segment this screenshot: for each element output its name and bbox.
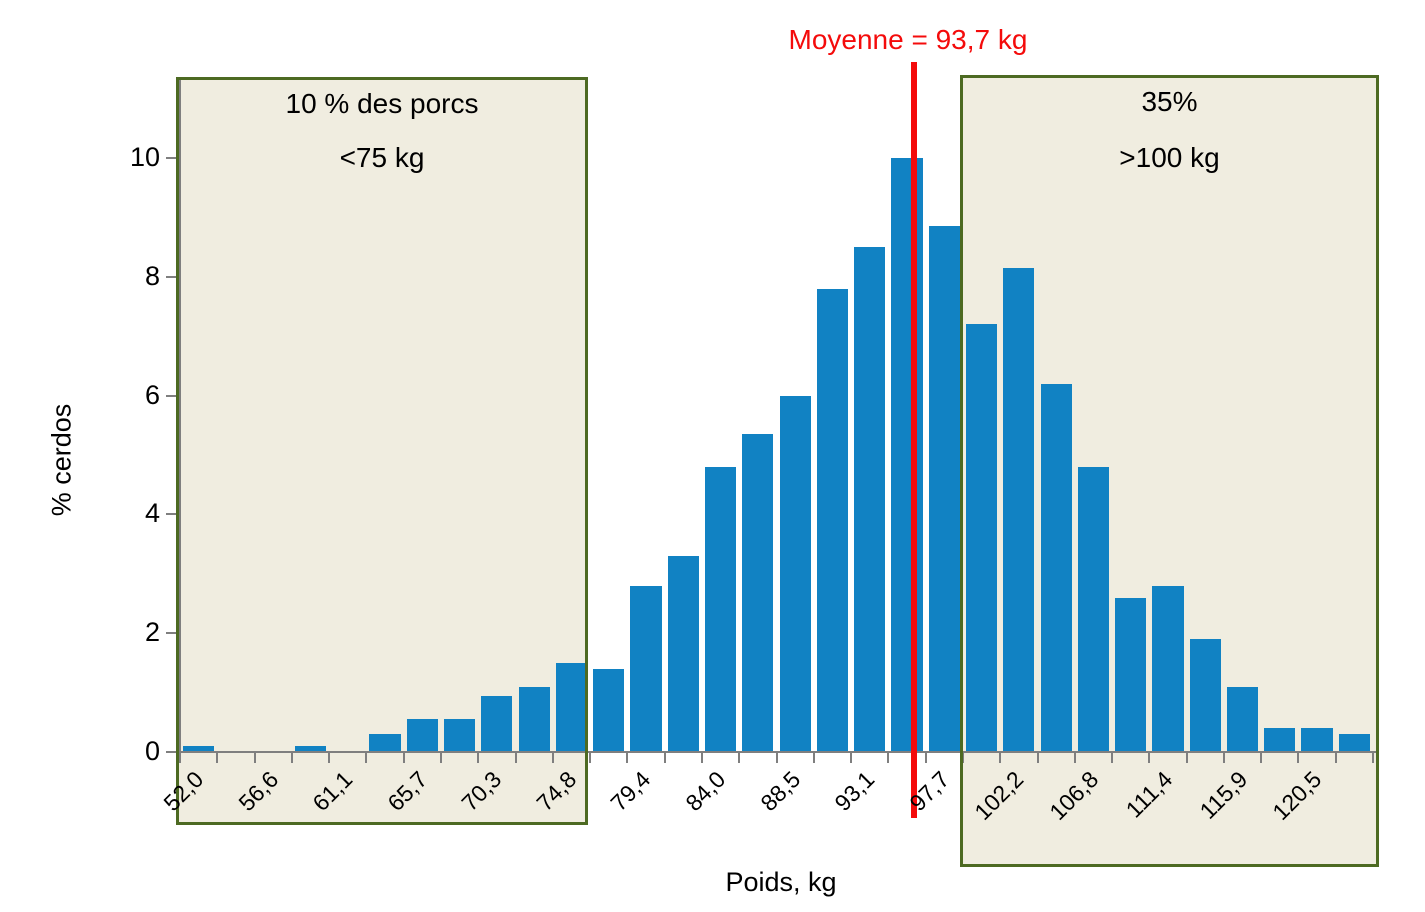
x-axis-tick [402, 752, 405, 763]
histogram-bar [593, 668, 625, 752]
x-axis-tick [514, 752, 517, 763]
x-axis-tick [1111, 752, 1113, 763]
y-axis-tick [166, 157, 179, 159]
left-region-border [176, 77, 588, 825]
histogram-bar [1115, 597, 1147, 752]
y-axis-tick [166, 751, 179, 753]
x-axis-tick [1297, 752, 1300, 763]
x-axis-tick [626, 752, 629, 763]
x-axis-tick [887, 752, 890, 763]
histogram-bar [667, 556, 699, 752]
x-axis-tick [700, 752, 703, 763]
x-axis-tick [477, 752, 480, 763]
x-axis-tick [1334, 752, 1337, 763]
histogram-bar [183, 746, 215, 752]
histogram-bar [891, 158, 923, 752]
histogram-bar [1003, 267, 1035, 752]
histogram-bar [779, 395, 811, 752]
y-axis-tick [166, 632, 179, 635]
x-axis-tick [999, 752, 1002, 763]
histogram-bar [444, 719, 476, 752]
histogram-bar [294, 746, 327, 752]
x-axis-tick [1185, 752, 1188, 763]
x-axis-title: Poids, kg [725, 867, 837, 897]
y-axis-tick-label: 8 [144, 260, 160, 291]
y-axis-line [179, 77, 181, 753]
histogram-bar [1040, 383, 1072, 752]
left-shaded-region [178, 79, 586, 823]
x-axis-tick [365, 752, 368, 763]
histogram-bar [1264, 728, 1296, 752]
histogram-bar [518, 686, 550, 752]
x-axis-tick [253, 752, 256, 763]
x-axis-tick [551, 752, 554, 763]
x-axis-tick [812, 752, 815, 763]
y-axis-tick-label: 6 [144, 379, 160, 410]
x-axis-tick [216, 752, 219, 763]
x-axis-tick [328, 752, 331, 763]
y-axis-tick-label: 2 [144, 617, 160, 648]
x-axis-tick [1222, 752, 1225, 763]
histogram-bar [965, 324, 998, 752]
histogram-bar [1338, 734, 1370, 752]
left-region-label-line2: <75 kg [339, 142, 425, 173]
y-axis-tick [166, 513, 179, 516]
right-region-label-line2: >100 kg [1119, 142, 1220, 173]
mean-value-line [911, 62, 917, 818]
x-axis-tick [1260, 752, 1263, 763]
x-axis-tick [663, 752, 666, 763]
histogram-bar [555, 662, 588, 752]
histogram-bar [816, 288, 849, 752]
histogram-bar [1077, 466, 1109, 752]
left-region-label-line1: 10 % des porcs [285, 88, 479, 119]
y-axis-tick-label: 10 [129, 142, 160, 172]
y-axis-tick [166, 275, 179, 278]
x-axis-tick [1372, 752, 1374, 763]
x-axis-tick [589, 752, 592, 763]
histogram-bar [1152, 585, 1184, 752]
y-axis-tick-label: 0 [144, 736, 160, 766]
histogram-bar [854, 247, 886, 752]
x-axis-tick [440, 752, 442, 763]
histogram-bar [742, 434, 774, 752]
x-axis-tick [738, 752, 741, 763]
y-axis-tick-label: 4 [144, 498, 160, 529]
histogram-bar [704, 466, 737, 752]
x-axis-tick [290, 752, 293, 763]
right-region-border [960, 75, 1379, 867]
histogram-bar [369, 734, 401, 752]
mean-value-label: Moyenne = 93,7 kg [788, 24, 1028, 55]
x-axis-tick [1036, 752, 1039, 763]
histogram-bar [630, 585, 662, 752]
x-axis-tick [775, 752, 778, 763]
histogram-bar [1226, 686, 1259, 752]
x-axis-line [178, 751, 1377, 753]
histogram-bar [406, 719, 438, 752]
histogram-bar [1189, 639, 1221, 752]
histogram-bar [1301, 728, 1333, 752]
y-axis-title: % cerdos [46, 403, 77, 517]
x-axis-tick [924, 752, 927, 763]
histogram-bar [928, 226, 960, 752]
histogram-bar [481, 695, 513, 752]
x-axis-tick [179, 752, 181, 763]
x-axis-tick [1073, 752, 1076, 763]
x-axis-tick [1148, 752, 1151, 763]
right-region-label-line1: 35% [1141, 86, 1198, 117]
x-axis-tick [850, 752, 853, 763]
y-axis-tick [166, 394, 179, 397]
